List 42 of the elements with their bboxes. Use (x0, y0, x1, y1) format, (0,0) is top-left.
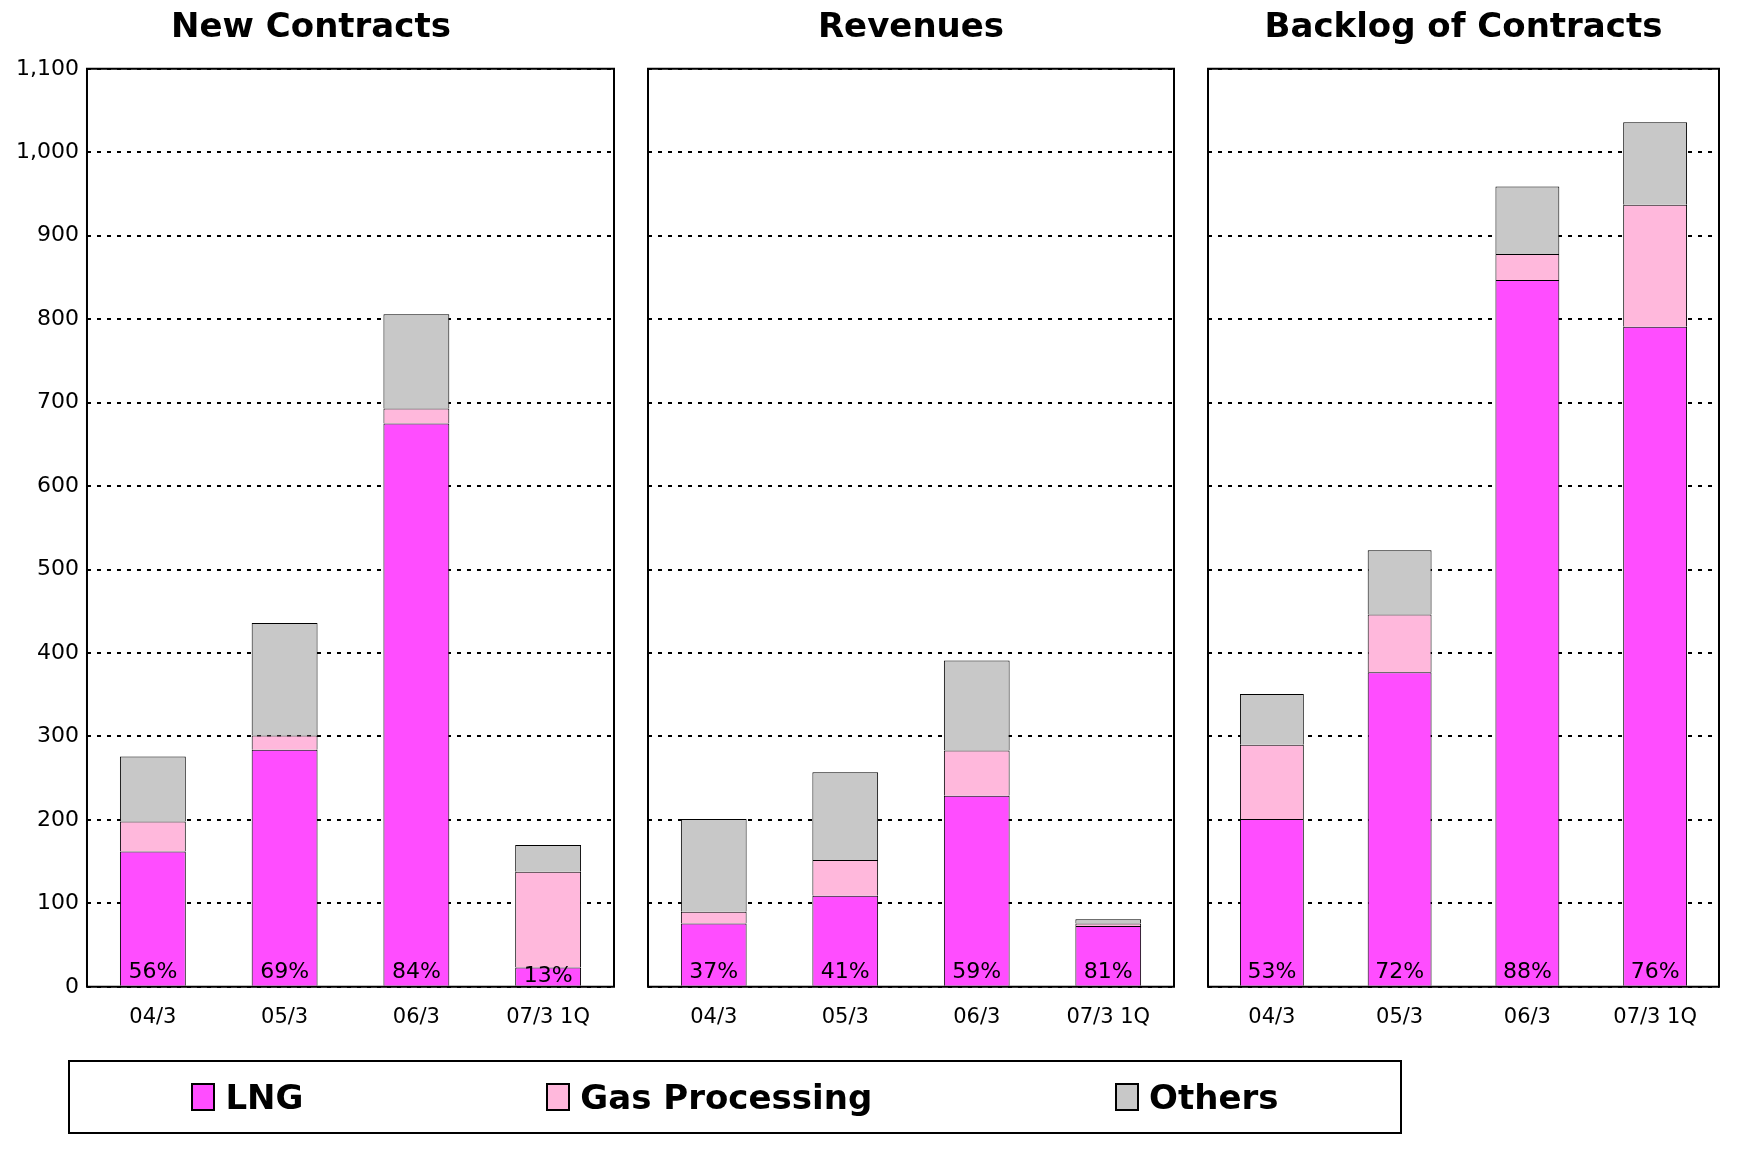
y-tick-label: 200 (36, 805, 79, 831)
annotation: 72% (1375, 957, 1425, 983)
x-tick-label: 04/3 (129, 1003, 177, 1028)
legend-label: Gas Processing (580, 1077, 873, 1117)
x-tick-label: 05/3 (821, 1003, 869, 1028)
y-tick-label: 0 (64, 972, 79, 998)
x-tick-label: 06/3 (1503, 1003, 1551, 1028)
chart-title: Backlog of Contracts (1264, 5, 1663, 46)
x-tick-label: 06/3 (392, 1003, 440, 1028)
annotation: 37% (689, 957, 739, 983)
x-tick-label: 07/3 1Q (506, 1003, 590, 1028)
y-tick-label: 400 (36, 638, 79, 664)
y-tick-label: 300 (36, 722, 79, 748)
x-tick-label: 04/3 (1248, 1003, 1296, 1028)
y-tick-label: 100 (36, 889, 79, 915)
x-tick-label: 07/3 1Q (1066, 1003, 1151, 1028)
y-tick-label: 900 (36, 221, 79, 247)
x-tick-label: 07/3 1Q (1613, 1003, 1697, 1028)
chart-title: New Contracts (171, 5, 451, 46)
y-tick-label: 600 (36, 471, 79, 497)
annotation: 13% (523, 962, 573, 988)
annotation: 84% (391, 957, 441, 983)
annotation: 69% (260, 957, 310, 983)
y-tick-label: 800 (36, 304, 79, 330)
x-tick-label: 06/3 (953, 1003, 1001, 1028)
annotation: 53% (1247, 957, 1297, 983)
legend-label: LNG (225, 1077, 304, 1117)
x-tick-label: 05/3 (1376, 1003, 1424, 1028)
annotation: 59% (952, 957, 1002, 983)
y-tick-label: 500 (36, 555, 79, 581)
annotation: 76% (1630, 957, 1680, 983)
y-tick-label: 1,100 (16, 54, 79, 80)
x-tick-label: 05/3 (261, 1003, 309, 1028)
annotation: 81% (1083, 957, 1133, 983)
annotation: 56% (128, 957, 178, 983)
annotation: 88% (1502, 957, 1552, 983)
x-tick-label: 04/3 (690, 1003, 738, 1028)
y-tick-label: 1,000 (16, 137, 79, 163)
legend-label: Others (1149, 1077, 1279, 1117)
y-tick-label: 700 (36, 388, 79, 414)
annotation: 41% (820, 957, 870, 983)
chart-title: Revenues (817, 5, 1005, 46)
